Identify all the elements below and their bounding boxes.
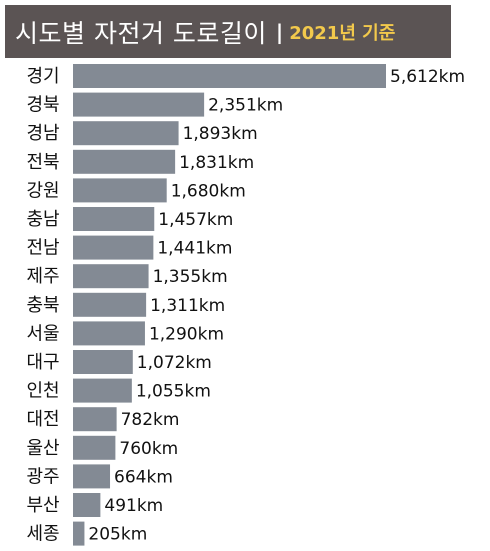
value-label: 1,893km — [183, 124, 258, 144]
value-label: 1,441km — [157, 239, 232, 259]
category-label: 충북 — [26, 295, 59, 316]
bar — [73, 121, 179, 146]
value-label: 760km — [119, 439, 178, 459]
value-label: 1,355km — [153, 267, 228, 287]
category-label: 전북 — [26, 152, 59, 173]
value-label: 1,055km — [136, 382, 211, 402]
category-label: 울산 — [26, 438, 59, 459]
category-label: 세종 — [26, 524, 59, 545]
category-label: 제주 — [26, 266, 59, 287]
chart-subtitle: 2021년 기준 — [289, 22, 396, 44]
value-label: 491km — [104, 496, 163, 516]
bar — [73, 321, 145, 346]
chart-title-bar: 시도별 자전거 도로길이 | 2021년 기준 — [5, 5, 451, 58]
value-label: 1,311km — [150, 296, 225, 316]
value-label: 5,612km — [390, 67, 465, 87]
bar — [73, 149, 176, 174]
bar — [73, 292, 147, 317]
value-label: 1,680km — [171, 181, 246, 201]
category-label: 광주 — [26, 466, 59, 487]
value-label: 1,831km — [179, 153, 254, 173]
value-label: 1,290km — [149, 324, 224, 344]
category-label: 인천 — [26, 381, 59, 402]
bar — [73, 493, 101, 517]
value-label: 1,457km — [158, 210, 233, 230]
bar — [73, 521, 85, 546]
bar — [73, 235, 154, 260]
bar — [73, 435, 116, 460]
bar — [73, 464, 111, 489]
value-label: 1,072km — [137, 353, 212, 373]
bar — [73, 64, 386, 88]
value-label: 664km — [114, 467, 173, 487]
title-separator: | — [275, 19, 284, 44]
category-label: 대전 — [26, 409, 59, 430]
category-label: 경북 — [26, 95, 59, 116]
category-label: 전남 — [26, 238, 59, 259]
bar — [73, 178, 167, 203]
bar — [73, 264, 149, 289]
category-label: 부산 — [26, 495, 59, 516]
category-label: 경남 — [26, 123, 59, 144]
value-label: 205km — [88, 525, 147, 545]
category-label: 강원 — [26, 180, 59, 201]
value-label: 2,351km — [208, 96, 283, 116]
bar — [73, 350, 133, 374]
category-label: 서울 — [26, 323, 59, 344]
bar — [73, 207, 155, 231]
category-label: 경기 — [26, 66, 59, 87]
bar — [73, 92, 205, 117]
bar — [73, 407, 117, 432]
bar — [73, 378, 132, 403]
category-label: 대구 — [26, 352, 59, 373]
value-label: 782km — [121, 410, 180, 430]
category-label: 충남 — [26, 209, 59, 230]
chart-title: 시도별 자전거 도로길이 — [15, 18, 267, 48]
